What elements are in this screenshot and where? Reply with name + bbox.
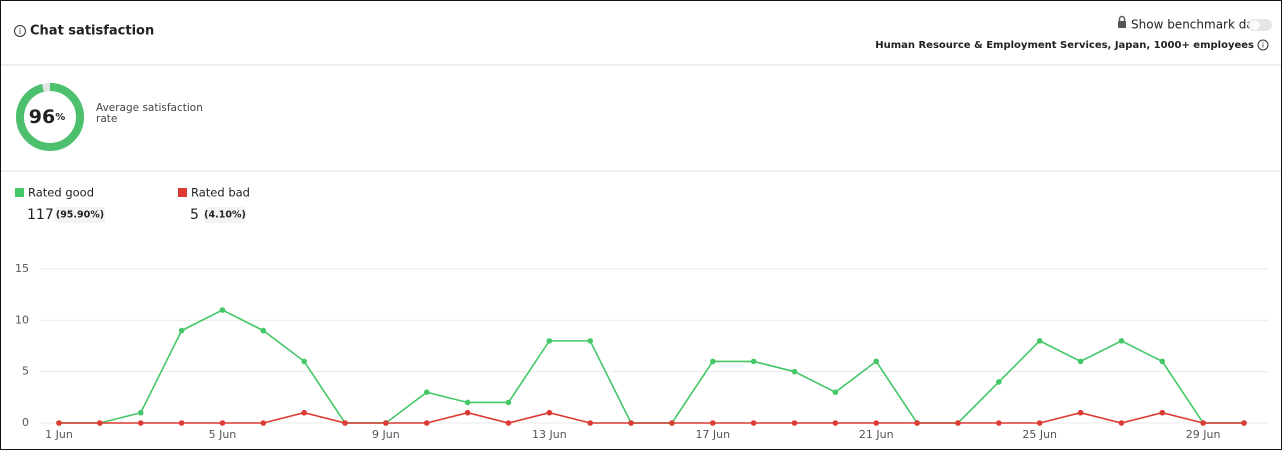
legend-swatch (15, 188, 24, 197)
x-tick-label: 17 Jun (695, 428, 730, 441)
x-tick-label: 21 Jun (859, 428, 894, 441)
point (914, 420, 920, 426)
pct-badge (204, 207, 246, 223)
legend-label[interactable]: Rated bad (191, 186, 250, 200)
point (342, 420, 348, 426)
point (464, 409, 471, 416)
point (1036, 420, 1043, 426)
point (669, 420, 675, 426)
point (587, 338, 594, 344)
point (832, 389, 839, 396)
point (1159, 358, 1166, 365)
legend-label[interactable]: Rated good (28, 186, 94, 200)
good-pct: (95.90%) (56, 210, 104, 221)
point (587, 420, 594, 426)
x-tick-label: 25 Jun (1022, 428, 1057, 441)
point (750, 420, 757, 426)
point (1077, 409, 1084, 416)
series-line (59, 411, 1244, 424)
rate-value: 96 (29, 106, 55, 128)
x-tick-label: 29 Jun (1186, 428, 1221, 441)
point (219, 307, 226, 313)
point (955, 420, 961, 426)
point (1159, 409, 1166, 416)
toggle-knob (1250, 20, 1260, 30)
point (219, 420, 226, 426)
point (1118, 420, 1125, 426)
point (546, 409, 553, 416)
point (505, 399, 512, 406)
title: Chat satisfaction (30, 24, 154, 39)
point (137, 409, 144, 416)
benchmark-label: Show benchmark data (1131, 18, 1266, 32)
point (301, 358, 307, 365)
y-tick-label: 0 (22, 416, 29, 429)
y-tick-label: 5 (22, 365, 29, 378)
rate: 96% (29, 106, 65, 128)
point (137, 420, 144, 426)
point (791, 420, 798, 426)
x-tick-label: 13 Jun (532, 428, 567, 441)
point (505, 420, 512, 426)
point (383, 420, 389, 426)
info-icon (1257, 39, 1269, 51)
point (1241, 420, 1247, 426)
y-tick-label: 10 (15, 313, 29, 326)
point (791, 368, 798, 375)
point (628, 420, 634, 426)
point (178, 420, 185, 426)
x-tick-label: 1 Jun (45, 428, 73, 441)
point (1200, 420, 1206, 426)
point (750, 358, 757, 365)
point (423, 420, 430, 426)
rate-caption: Average satisfaction rate (96, 103, 203, 125)
rate-unit: % (55, 112, 65, 123)
x-tick-label: 9 Jun (372, 428, 400, 441)
point (260, 420, 267, 426)
bad-count: 5 (190, 207, 199, 223)
point (423, 389, 430, 396)
point (1118, 338, 1125, 344)
point (873, 358, 880, 365)
point (97, 420, 103, 426)
pct-badge (55, 207, 105, 223)
point (178, 327, 185, 334)
point (709, 420, 716, 426)
lock-icon (1118, 21, 1126, 28)
point (260, 327, 267, 334)
point (709, 358, 716, 365)
point (301, 409, 307, 416)
x-tick-label: 5 Jun (209, 428, 237, 441)
lock-shackle (1118, 15, 1126, 21)
bad-pct: (4.10%) (204, 210, 246, 221)
point (996, 379, 1002, 385)
point (1077, 358, 1084, 365)
point (1036, 338, 1043, 344)
rate-caption-box: Average satisfaction rate (96, 103, 203, 125)
point (464, 399, 471, 406)
point (873, 420, 880, 426)
donut-arc (16, 83, 84, 151)
info-icon (14, 25, 26, 37)
info-icon-glyph: i (19, 27, 21, 36)
legend-swatch (178, 188, 187, 197)
good-count: 117 (27, 207, 54, 223)
segment: Human Resource & Employment Services, Ja… (875, 40, 1254, 51)
info-icon-glyph: i (1262, 42, 1264, 50)
point (56, 420, 62, 426)
point (546, 338, 553, 344)
point (996, 420, 1002, 426)
donut (16, 83, 84, 151)
point (832, 420, 839, 426)
y-tick-label: 15 (15, 262, 29, 275)
